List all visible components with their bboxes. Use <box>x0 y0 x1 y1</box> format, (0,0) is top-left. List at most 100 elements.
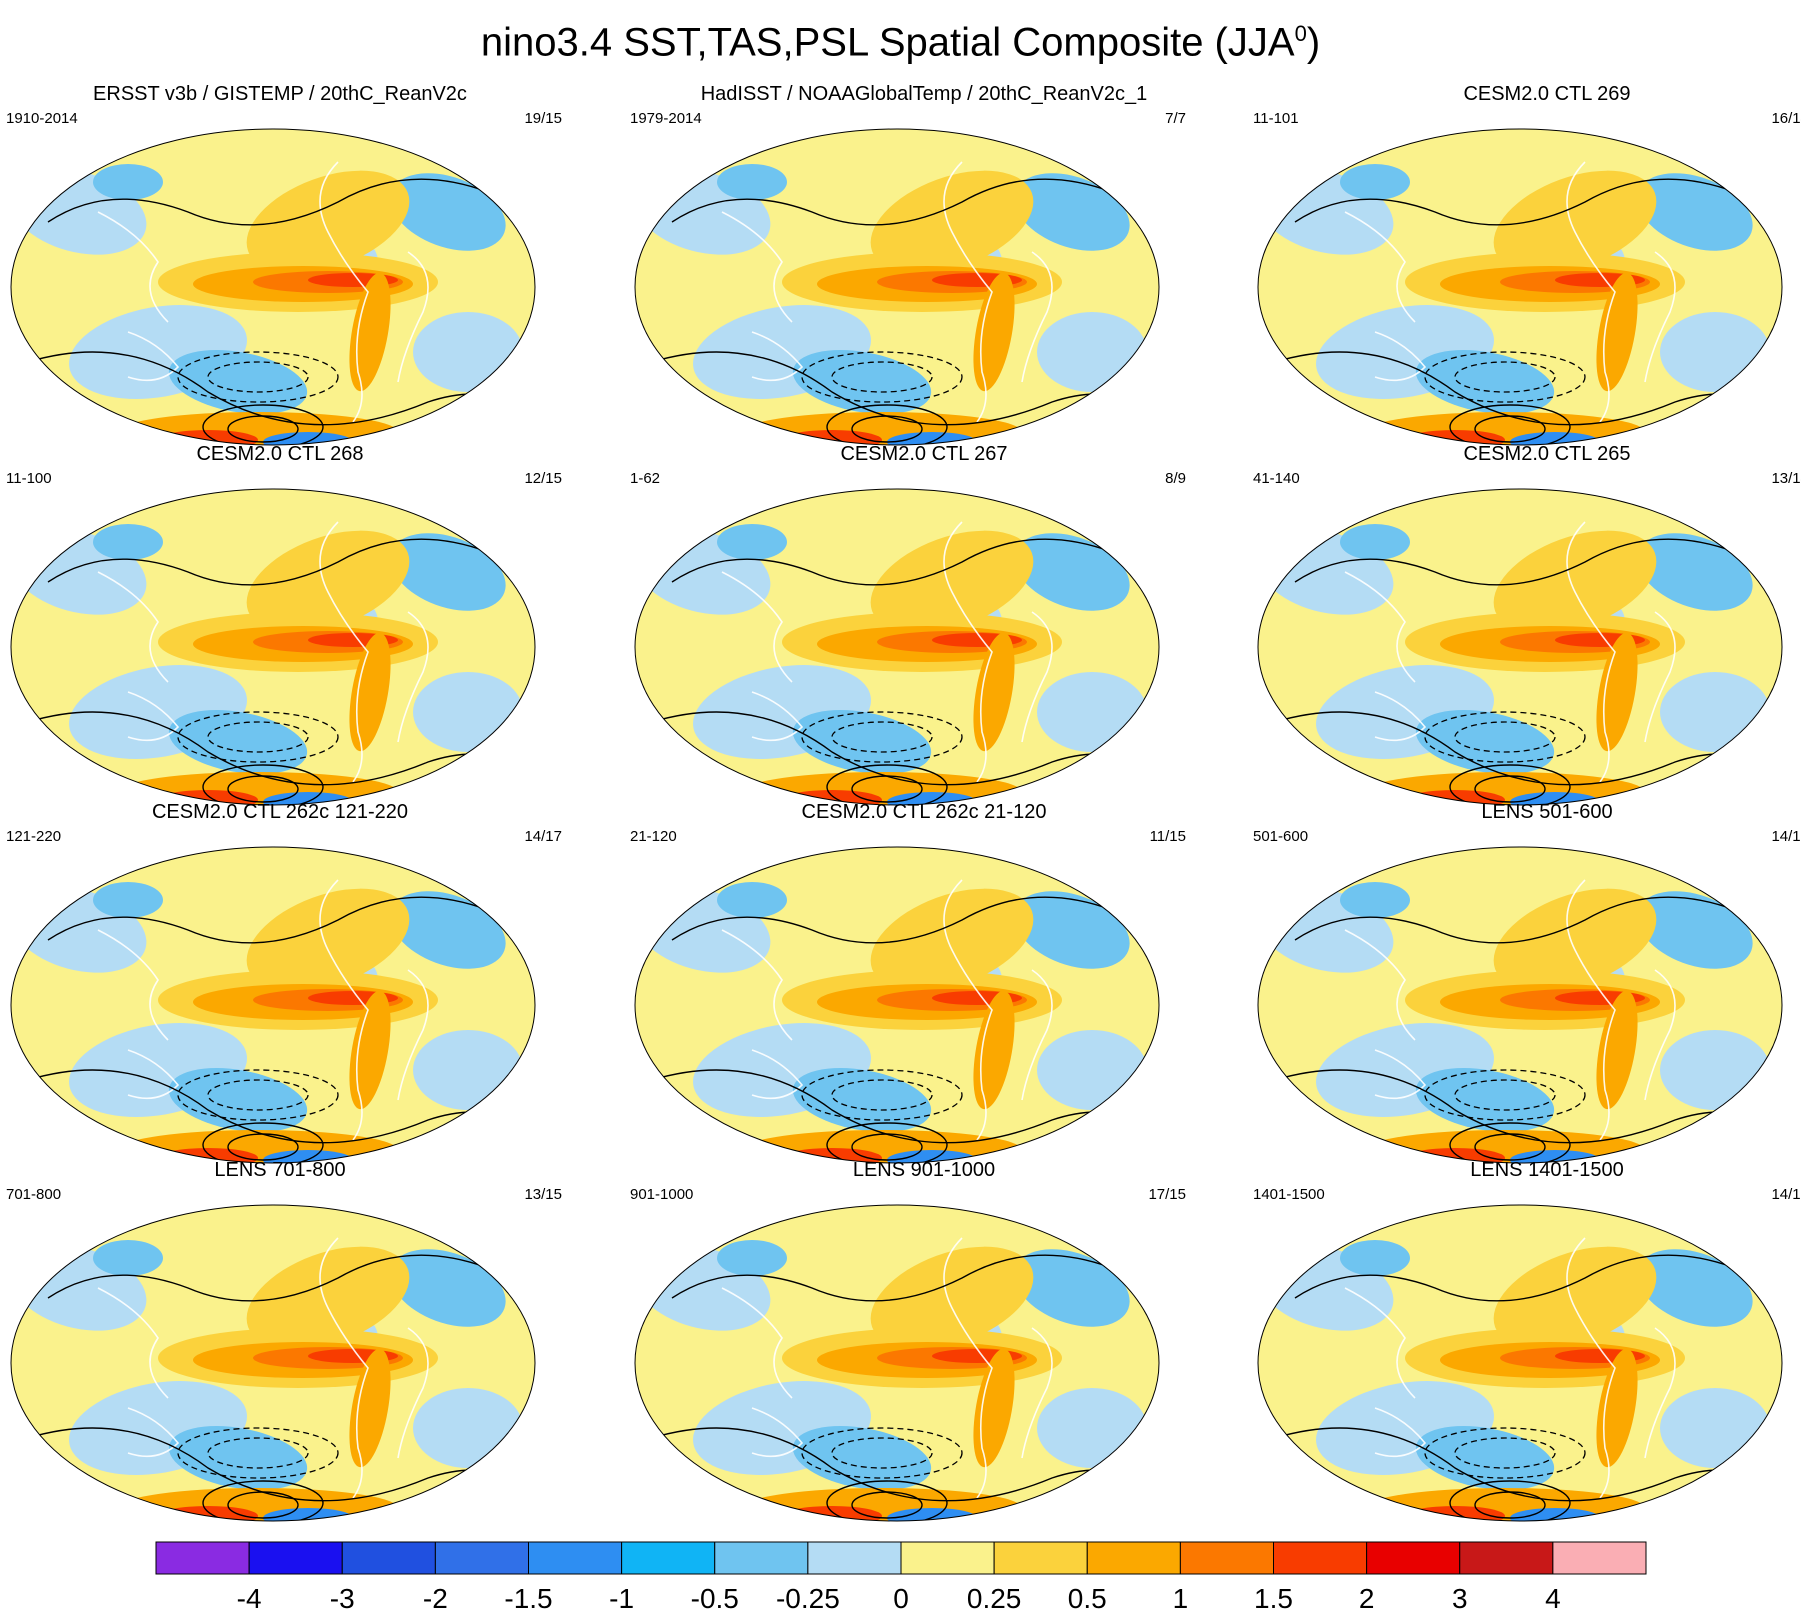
colorbar-tick-label: -1 <box>609 1583 634 1614</box>
psl-contour-negative <box>177 1069 339 1121</box>
cool-anomaly <box>717 882 787 918</box>
panel-count: 14/13 <box>1771 828 1801 845</box>
psl-contour-negative <box>1454 1079 1556 1111</box>
coastline <box>1374 331 1427 382</box>
coastline <box>97 571 169 683</box>
coastline <box>1566 879 1616 1141</box>
coastline <box>1566 161 1616 423</box>
coastline <box>319 521 369 783</box>
colorbar-swatch <box>1366 1541 1461 1575</box>
psl-contour-positive <box>1449 1122 1571 1163</box>
panel-count: 7/7 <box>1165 110 1186 127</box>
coastline <box>751 331 804 382</box>
map-panel: CESM2.0 CTL 269 11-101 16/14 <box>1247 82 1801 452</box>
cool-anomaly <box>1415 350 1555 414</box>
coastline <box>1021 969 1053 1101</box>
panel-count: 14/17 <box>524 828 562 845</box>
warm-anomaly <box>1596 1348 1638 1468</box>
psl-contour-negative <box>831 361 933 393</box>
panel-count: 13/15 <box>524 1186 562 1203</box>
psl-contour-zero <box>671 1254 1113 1302</box>
psl-contour-negative <box>801 1069 963 1121</box>
psl-contour-negative <box>831 721 933 753</box>
coastline <box>1344 571 1416 683</box>
colorbar-swatch <box>528 1541 623 1575</box>
coastline <box>721 1287 793 1399</box>
coastline <box>943 1237 993 1499</box>
cool-anomaly <box>1014 533 1130 611</box>
colorbar-tick-label: 2 <box>1359 1583 1375 1614</box>
coastline <box>721 211 793 323</box>
map-outline <box>10 128 536 446</box>
coastline <box>319 1237 369 1499</box>
psl-contour-zero <box>1294 538 1736 586</box>
warm-anomaly <box>246 530 410 634</box>
coastline <box>1374 1407 1427 1458</box>
psl-contour-negative <box>1454 721 1556 753</box>
cool-anomaly <box>1037 1388 1147 1468</box>
map-plot <box>634 1204 1160 1522</box>
psl-contour-positive <box>826 404 948 445</box>
cool-anomaly <box>390 173 506 251</box>
warm-anomaly <box>1493 530 1657 634</box>
panel-title: LENS 501-600 <box>1481 801 1613 823</box>
coastline <box>1566 521 1616 783</box>
psl-contour-negative <box>207 1437 309 1469</box>
psl-contour-negative <box>1454 1437 1556 1469</box>
psl-contour-zero <box>47 1254 489 1302</box>
panel-years: 1910-2014 <box>6 110 78 127</box>
map-plot <box>634 846 1160 1164</box>
panel-years: 1-62 <box>630 470 661 487</box>
map-panel: CESM2.0 CTL 268 11-100 12/15 <box>0 442 600 812</box>
cool-anomaly <box>1660 672 1770 752</box>
coastline <box>397 611 429 743</box>
chart-title-text: nino3.4 SST,TAS,PSL Spatial Composite (J… <box>480 20 1295 65</box>
psl-contour-negative <box>801 1427 963 1479</box>
panel-title: LENS 901-1000 <box>852 1159 996 1181</box>
colorbar-tick-label: -4 <box>237 1583 262 1614</box>
panel-count: 12/15 <box>524 470 562 487</box>
colorbar-swatch <box>1273 1541 1368 1575</box>
coastline <box>1566 1237 1616 1499</box>
coastline <box>397 969 429 1101</box>
map-plot <box>634 128 1160 446</box>
cool-anomaly <box>1415 710 1555 774</box>
warm-anomaly <box>349 632 391 752</box>
panel-years: 501-600 <box>1253 828 1309 845</box>
chart-title-superscript: 0 <box>1294 21 1307 46</box>
colorbar-tick-label: 3 <box>1452 1583 1468 1614</box>
cool-anomaly <box>1037 312 1147 392</box>
psl-contour-negative <box>1424 351 1586 403</box>
panel-years: 41-140 <box>1253 470 1300 487</box>
colorbar-swatch <box>807 1541 902 1575</box>
colorbar-tick-label: 1 <box>1173 1583 1189 1614</box>
cool-anomaly <box>1037 1030 1147 1110</box>
coastline <box>721 571 793 683</box>
colorbar: -4 -3 -2 -1.5 -1 -0.5 -0.25 0 0.25 0.5 1 1.5 2 3 4 <box>155 1541 1647 1614</box>
cool-anomaly <box>93 882 163 918</box>
psl-contour-positive <box>826 764 948 805</box>
cool-anomaly <box>413 1030 523 1110</box>
colorbar-tick-label: 0 <box>893 1583 909 1614</box>
colorbar-tick-label: 0.25 <box>967 1583 1022 1614</box>
cool-anomaly <box>1660 312 1770 392</box>
map-outline <box>1257 1204 1783 1522</box>
cool-anomaly <box>168 1426 308 1490</box>
psl-contour-negative <box>207 361 309 393</box>
cool-anomaly <box>1415 1426 1555 1490</box>
colorbar-tick-label: -2 <box>423 1583 448 1614</box>
coastline <box>319 879 369 1141</box>
panel-title: CESM2.0 CTL 269 <box>1463 83 1631 105</box>
psl-contour-negative <box>177 1427 339 1479</box>
panel-count: 14/10 <box>1771 1186 1801 1203</box>
map-plot <box>1257 128 1783 446</box>
map-outline <box>634 1204 1160 1522</box>
coastline <box>751 1049 804 1100</box>
panel-title: CESM2.0 CTL 267 <box>840 443 1008 465</box>
coastline <box>1374 1049 1427 1100</box>
map-panel: CESM2.0 CTL 267 1-62 8/9 <box>624 442 1224 812</box>
cool-anomaly <box>717 164 787 200</box>
cool-anomaly <box>413 672 523 752</box>
colorbar-tick-label: -3 <box>330 1583 355 1614</box>
coastline <box>127 1049 180 1100</box>
